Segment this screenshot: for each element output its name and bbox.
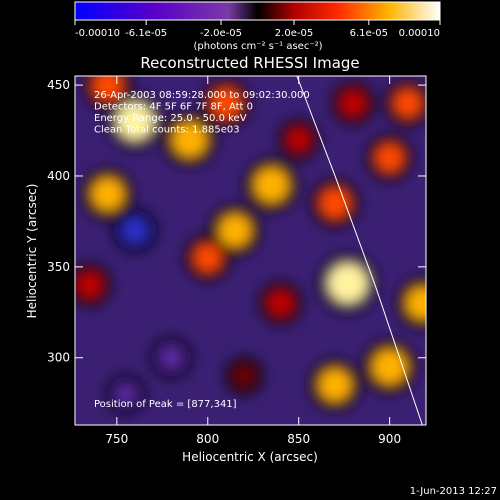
- heatmap-source: [393, 89, 422, 118]
- heatmap-sources: [75, 76, 426, 415]
- x-tick-label: 750: [105, 432, 128, 446]
- heatmap-source: [318, 368, 352, 402]
- timestamp: 1-Jun-2013 12:27: [410, 486, 497, 497]
- heatmap-source: [210, 88, 242, 119]
- colorbar-tick-label: 2.0e-05: [275, 28, 313, 39]
- y-axis-label: Heliocentric Y (arcsec): [25, 184, 39, 319]
- y-tick-label: 400: [47, 169, 70, 183]
- plot-frame: [74, 75, 427, 426]
- heatmap-source: [287, 128, 311, 152]
- heatmap-source: [218, 214, 252, 247]
- y-tick-label: 450: [47, 78, 70, 92]
- x-tick-label: 900: [378, 432, 401, 446]
- y-tick-label: 350: [47, 260, 70, 274]
- colorbar: -0.00010 -6.1e-05 -2.0e-05 2.0e-05 6.1e-05 0.…: [74, 1, 441, 52]
- axis-ticks: 750 800 850 900 300 350 400 450: [47, 76, 426, 446]
- annotation-line: Detectors: 4F 5F 6F 7F 8F, Att 0: [94, 102, 253, 113]
- plot-area: 750 800 850 900 300 350 400 450: [47, 75, 427, 446]
- heatmap-source: [319, 188, 351, 219]
- colorbar-tick-label: 6.1e-05: [350, 28, 388, 39]
- annotation-line: Energy Range: 25.0 - 50.0 keV: [94, 113, 247, 124]
- annotation-block: 26-Apr-2003 08:59:28.000 to 09:02:30.000…: [94, 90, 310, 136]
- x-tick-label: 850: [287, 432, 310, 446]
- heatmap-source: [372, 349, 408, 385]
- colorbar-tick-label: 0.00010: [399, 28, 440, 39]
- colorbar-ticks: -0.00010 -6.1e-05 -2.0e-05 2.0e-05 6.1e-05 0.…: [74, 20, 441, 39]
- colorbar-tick-label: -2.0e-05: [200, 28, 242, 39]
- heatmap-source: [91, 177, 125, 211]
- heatmap-source: [76, 272, 103, 298]
- heatmap-source: [193, 243, 222, 272]
- heatmap-source: [267, 290, 294, 317]
- peak-position-label: Position of Peak = [877,341]: [94, 399, 237, 410]
- colorbar-tick-label: -6.1e-05: [125, 28, 167, 39]
- x-tick-label: 800: [196, 432, 219, 446]
- heatmap-source: [159, 346, 183, 370]
- heatmap-source: [115, 383, 137, 405]
- heatmap-source: [327, 263, 368, 304]
- annotation-line: Clean Total counts: 1.885e03: [94, 125, 240, 136]
- annotation-line: 26-Apr-2003 08:59:28.000 to 09:02:30.000: [94, 90, 310, 101]
- y-tick-label: 300: [47, 351, 70, 365]
- heatmap-source: [92, 76, 123, 101]
- heatmap-source: [233, 365, 255, 387]
- colorbar-unit-label: (photons cm⁻² s⁻¹ asec⁻²): [193, 41, 322, 52]
- heatmap-source: [405, 286, 426, 320]
- colorbar-tick-label: -0.00010: [75, 28, 120, 39]
- heatmap-source: [171, 122, 208, 158]
- heatmap-source: [116, 102, 154, 141]
- x-axis-label: Heliocentric X (arcsec): [182, 450, 318, 464]
- chart-title: Reconstructed RHESSI Image: [140, 54, 359, 72]
- heatmap-source: [375, 143, 404, 172]
- heatmap-source: [253, 167, 290, 203]
- heatmap-source: [340, 90, 367, 117]
- solar-limb-curve: [296, 76, 423, 425]
- colorbar-gradient: [75, 2, 440, 20]
- heatmap-source: [122, 217, 148, 244]
